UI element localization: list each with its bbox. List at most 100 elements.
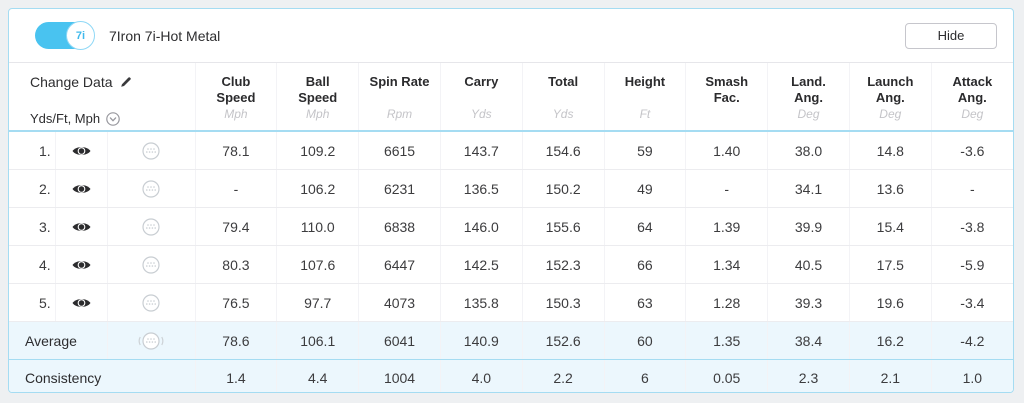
column-unit: Yds xyxy=(442,106,521,121)
eye-icon[interactable] xyxy=(72,145,91,157)
shot-number: 3. xyxy=(9,208,55,246)
session-title: 7Iron 7i-Hot Metal xyxy=(109,28,220,44)
column-label: Spin Rate xyxy=(360,74,439,106)
shot-value: -3.4 xyxy=(931,284,1013,322)
club-toggle[interactable]: 7i xyxy=(35,22,93,49)
shot-value: - xyxy=(686,170,768,208)
ball-icon-cell[interactable] xyxy=(107,246,195,284)
change-data-button[interactable]: Change Data xyxy=(30,74,194,90)
hide-button[interactable]: Hide xyxy=(905,23,997,49)
club-toggle-knob: 7i xyxy=(66,21,95,50)
shot-value: - xyxy=(195,170,277,208)
ball-icon-cell[interactable] xyxy=(107,131,195,170)
shot-number: 5. xyxy=(9,284,55,322)
visibility-toggle-cell[interactable] xyxy=(55,246,107,284)
shot-value: - xyxy=(931,170,1013,208)
shot-value: 39.3 xyxy=(768,284,850,322)
golf-ball-icon[interactable] xyxy=(140,140,162,162)
shot-value: 17.5 xyxy=(849,246,931,284)
units-selector[interactable]: Yds/Ft, Mph xyxy=(30,111,194,126)
shot-number: 1. xyxy=(9,131,55,170)
average-ball-icon-cell[interactable] xyxy=(107,322,195,360)
topbar: 7i 7Iron 7i-Hot Metal Hide xyxy=(9,9,1013,63)
average-label: Average xyxy=(9,322,107,360)
ball-icon-cell[interactable] xyxy=(107,284,195,322)
shot-value: 135.8 xyxy=(440,284,522,322)
eye-icon[interactable] xyxy=(72,259,91,271)
session-card: 7i 7Iron 7i-Hot Metal Hide Change Data xyxy=(8,8,1014,393)
column-label: Launch Ang. xyxy=(851,74,930,106)
shot-row: 4. 80.3107.66447142.5152.3661.3440.517.5… xyxy=(9,246,1013,284)
column-label: Attack Ang. xyxy=(933,74,1012,106)
column-label: Club Speed xyxy=(197,74,276,106)
column-unit: Rpm xyxy=(360,106,439,121)
shot-value: -3.6 xyxy=(931,131,1013,170)
shot-value: 1.39 xyxy=(686,208,768,246)
column-header: Ball SpeedMph xyxy=(277,63,359,131)
column-header: Launch Ang.Deg xyxy=(849,63,931,131)
column-label: Total xyxy=(524,74,603,106)
shot-value: 142.5 xyxy=(440,246,522,284)
golf-ball-icon[interactable] xyxy=(140,216,162,238)
shot-value: 59 xyxy=(604,131,686,170)
shot-value: 143.7 xyxy=(440,131,522,170)
golf-ball-average-icon[interactable] xyxy=(135,330,167,352)
shot-value: -5.9 xyxy=(931,246,1013,284)
consistency-value: 2.1 xyxy=(849,360,931,394)
consistency-value: 0.05 xyxy=(686,360,768,394)
column-unit: Mph xyxy=(197,106,276,121)
shot-value: 14.8 xyxy=(849,131,931,170)
eye-icon[interactable] xyxy=(72,221,91,233)
eye-icon[interactable] xyxy=(72,183,91,195)
pencil-icon xyxy=(120,76,132,88)
average-value: 140.9 xyxy=(440,322,522,360)
visibility-toggle-cell[interactable] xyxy=(55,170,107,208)
eye-icon[interactable] xyxy=(72,297,91,309)
shot-value: 109.2 xyxy=(277,131,359,170)
ball-icon-cell[interactable] xyxy=(107,170,195,208)
column-label: Height xyxy=(606,74,685,106)
shot-value: 64 xyxy=(604,208,686,246)
consistency-value: 1004 xyxy=(359,360,441,394)
shot-row: 2. -106.26231136.5150.249-34.113.6- xyxy=(9,170,1013,208)
golf-ball-icon[interactable] xyxy=(140,292,162,314)
column-header: Smash Fac. xyxy=(686,63,768,131)
table-header-left: Change Data Yds/Ft, Mph xyxy=(9,63,195,131)
visibility-toggle-cell[interactable] xyxy=(55,208,107,246)
shot-value: 4073 xyxy=(359,284,441,322)
shot-value: 49 xyxy=(604,170,686,208)
consistency-value: 4.4 xyxy=(277,360,359,394)
consistency-label: Consistency xyxy=(9,360,195,394)
shot-value: 6838 xyxy=(359,208,441,246)
shot-value: 39.9 xyxy=(768,208,850,246)
consistency-value: 6 xyxy=(604,360,686,394)
shot-value: 38.0 xyxy=(768,131,850,170)
shot-value: 13.6 xyxy=(849,170,931,208)
consistency-value: 1.0 xyxy=(931,360,1013,394)
column-unit xyxy=(687,106,766,121)
visibility-toggle-cell[interactable] xyxy=(55,284,107,322)
ball-icon-cell[interactable] xyxy=(107,208,195,246)
shot-value: -3.8 xyxy=(931,208,1013,246)
shot-value: 34.1 xyxy=(768,170,850,208)
golf-ball-icon[interactable] xyxy=(140,254,162,276)
shot-value: 6231 xyxy=(359,170,441,208)
units-label: Yds/Ft, Mph xyxy=(30,111,100,126)
shot-number: 4. xyxy=(9,246,55,284)
shot-value: 79.4 xyxy=(195,208,277,246)
column-unit: Mph xyxy=(278,106,357,121)
visibility-toggle-cell[interactable] xyxy=(55,131,107,170)
shot-row: 1. 78.1109.26615143.7154.6591.4038.014.8… xyxy=(9,131,1013,170)
column-header: HeightFt xyxy=(604,63,686,131)
shot-value: 152.3 xyxy=(522,246,604,284)
shot-value: 66 xyxy=(604,246,686,284)
shot-value: 155.6 xyxy=(522,208,604,246)
golf-ball-icon[interactable] xyxy=(140,178,162,200)
column-header: CarryYds xyxy=(440,63,522,131)
average-value: 16.2 xyxy=(849,322,931,360)
shot-value: 150.2 xyxy=(522,170,604,208)
launch-monitor-page: 7i 7Iron 7i-Hot Metal Hide Change Data xyxy=(0,0,1024,403)
column-label: Land. Ang. xyxy=(769,74,848,106)
column-header: Club SpeedMph xyxy=(195,63,277,131)
column-header: Spin RateRpm xyxy=(359,63,441,131)
